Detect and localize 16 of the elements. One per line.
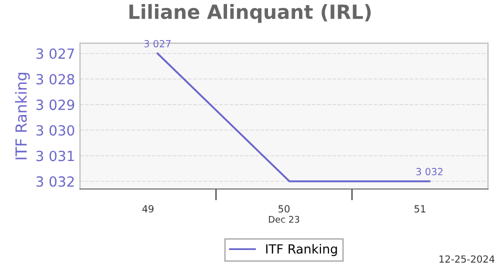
data-label: 3 032 (416, 168, 442, 176)
y-tick-label: 3 032 (36, 176, 74, 187)
y-tick-label: 3 029 (36, 100, 74, 110)
y-tick-label: 3 030 (36, 125, 74, 136)
text: 12-25-2024 (440, 255, 494, 263)
legend-label: ITF Ranking (266, 244, 337, 256)
x-tick-label: 50 (278, 205, 290, 212)
x-tick-label: 49 (142, 205, 154, 212)
chart-title: Liliane Alinquant (IRL) (129, 4, 371, 23)
y-tick-label: 3 028 (36, 74, 74, 84)
y-tick-label: 3 027 (36, 48, 74, 59)
y-axis-title: ITF Ranking (15, 72, 30, 160)
y-tick-label: 3 031 (36, 150, 74, 162)
x-tick-label: 51 (414, 205, 426, 212)
data-label: 3 027 (144, 40, 171, 48)
x-axis-title: Dec 23 (268, 216, 300, 223)
